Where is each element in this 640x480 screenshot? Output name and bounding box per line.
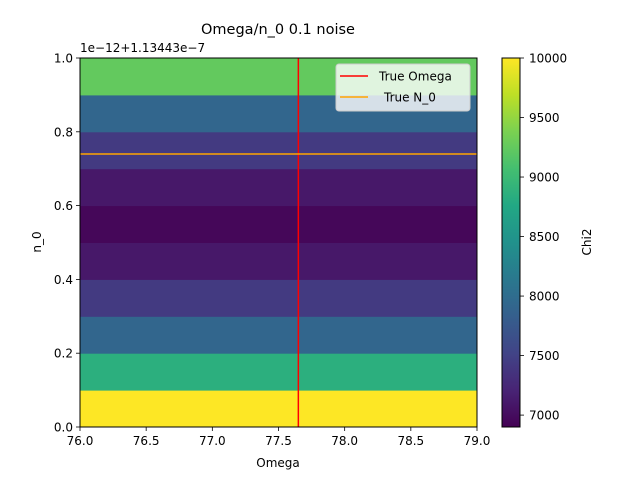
colorbar-label: Chi2 (580, 229, 594, 256)
legend-box (335, 63, 471, 112)
y-tick-label: 0.2 (54, 347, 73, 361)
x-tick-label: 76.5 (133, 434, 160, 448)
legend: True Omega True N_0 (335, 63, 471, 112)
y-axis: 0.0 0.2 0.4 0.6 0.8 1.0 (54, 52, 80, 435)
colorbar-tick-label: 8000 (529, 290, 560, 304)
colorbar-tick-label: 9000 (529, 171, 560, 185)
chart-title: Omega/n_0 0.1 noise (201, 22, 355, 38)
reference-lines (80, 58, 477, 427)
colorbar: 7000 7500 8000 8500 9000 9500 10000 Chi2 (501, 52, 594, 428)
y-tick-label: 0.6 (54, 199, 73, 213)
legend-label-true-n0: True N_0 (383, 91, 436, 105)
y-tick-label: 1.0 (54, 52, 73, 66)
heatmap-cell (80, 168, 477, 207)
colorbar-tick-label: 8500 (529, 230, 560, 244)
x-tick-label: 77.0 (199, 434, 226, 448)
y-tick-label: 0.4 (54, 273, 73, 287)
heatmap-cell (80, 131, 477, 170)
colorbar-ticks: 7000 7500 8000 8500 9000 9500 10000 (520, 52, 567, 423)
x-tick-label: 79.0 (464, 434, 491, 448)
heatmap-cells (80, 58, 477, 428)
colorbar-tick-label: 7000 (529, 409, 560, 423)
y-tick-label: 0.8 (54, 125, 73, 139)
heatmap-cell (80, 279, 477, 317)
y-offset-text: 1e−12+1.13443e−7 (80, 41, 205, 55)
x-axis-label: Omega (256, 456, 300, 470)
y-axis-label: n_0 (30, 231, 44, 252)
heatmap-cell (80, 316, 477, 354)
y-tick-label: 0.0 (54, 421, 73, 435)
x-tick-label: 76.0 (67, 434, 94, 448)
colorbar-tick-label: 9500 (529, 111, 560, 125)
colorbar-tick-label: 7500 (529, 349, 560, 363)
heatmap-cell (80, 242, 477, 280)
x-tick-label: 77.5 (265, 434, 292, 448)
heatmap-cell (80, 390, 477, 428)
x-tick-label: 78.0 (331, 434, 358, 448)
colorbar-gradient (501, 57, 521, 428)
x-axis: 76.0 76.5 77.0 77.5 78.0 78.5 79.0 (67, 427, 491, 448)
heatmap-cell (80, 205, 477, 243)
heatmap-cell (80, 353, 477, 391)
x-tick-label: 78.5 (397, 434, 424, 448)
legend-label-true-omega: True Omega (378, 70, 452, 84)
colorbar-tick-label: 10000 (529, 52, 567, 66)
